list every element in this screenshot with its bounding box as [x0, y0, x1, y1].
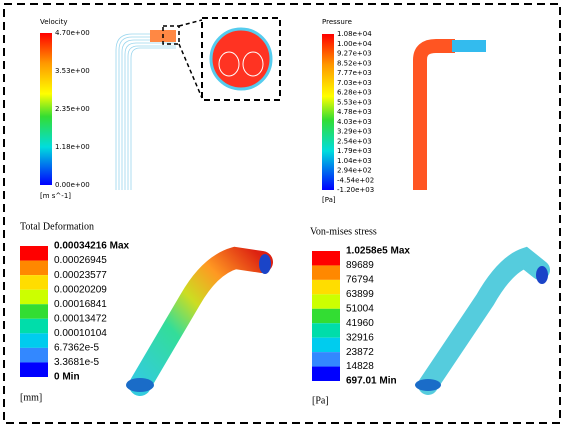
- legend-label: 8.52e+03: [337, 59, 372, 67]
- pipe-end: [415, 379, 441, 391]
- unit-label: [mm]: [20, 392, 42, 403]
- legend-label: 32916: [346, 332, 374, 343]
- color-bar: [40, 33, 52, 185]
- legend-label: 2.35e+00: [55, 105, 90, 113]
- legend-label: 2.94e+02: [337, 167, 372, 175]
- legend-label: 0.00023577: [54, 270, 107, 281]
- legend-label: -1.20e+03: [337, 186, 374, 194]
- color-step: [312, 323, 340, 338]
- legend-label: 1.08e+04: [337, 30, 372, 38]
- legend-label: 0 Min: [54, 372, 80, 383]
- legend-label: 1.0258e5 Max: [346, 246, 410, 257]
- color-step: [20, 318, 48, 334]
- legend-label: 51004: [346, 303, 374, 314]
- legend-title: Von-mises stress: [310, 226, 377, 237]
- color-step: [312, 308, 340, 324]
- legend-label: 89689: [346, 260, 374, 271]
- legend-label: 0.00026945: [54, 255, 107, 266]
- color-step: [20, 304, 48, 319]
- legend-title: Total Deformation: [20, 221, 94, 232]
- deformation-pipe: [129, 246, 273, 396]
- legend-label: 63899: [346, 289, 374, 300]
- legend-label: 4.78e+03: [337, 108, 372, 116]
- color-bar: [322, 34, 334, 190]
- legend-label: 23872: [346, 347, 374, 358]
- legend-label: 3.3681e-5: [54, 357, 99, 368]
- legend-label: -4.54e+02: [337, 176, 374, 184]
- color-step: [312, 279, 340, 295]
- zoom-source: [162, 25, 180, 45]
- legend-title: Velocity: [40, 18, 67, 26]
- zoom-section: [211, 29, 271, 89]
- legend-label: 76794: [346, 275, 374, 286]
- color-step: [20, 260, 48, 276]
- legend-label: 14828: [346, 361, 374, 372]
- color-step: [20, 289, 48, 305]
- color-step: [312, 352, 340, 367]
- zoom-line: [178, 19, 203, 27]
- legend-label: 0.00020209: [54, 284, 107, 295]
- legend-title: Pressure: [322, 18, 352, 26]
- pipe-end: [259, 254, 271, 274]
- legend-label: 4.70e+00: [55, 29, 90, 37]
- pressure-pipe: [413, 39, 455, 190]
- legend-label: 41960: [346, 318, 374, 329]
- pressure-outlet: [452, 40, 486, 52]
- stress-pipe: [418, 246, 550, 395]
- color-step: [312, 251, 340, 266]
- legend-label: 6.7362e-5: [54, 343, 99, 354]
- zoom-line: [178, 43, 203, 99]
- streamline-pipe: [115, 33, 176, 190]
- legend-label: 0.00034216 Max: [54, 241, 130, 252]
- legend-label: 0.00016841: [54, 299, 107, 310]
- dashed-border: [3, 3, 561, 424]
- color-step: [20, 275, 48, 290]
- vortex: [218, 51, 240, 77]
- legend-label: 2.54e+03: [337, 137, 372, 145]
- legend-label: 9.27e+03: [337, 50, 372, 58]
- legend-label: 0.00013472: [54, 313, 107, 324]
- legend-label: 1.18e+00: [55, 143, 90, 151]
- legend-label: 5.53e+03: [337, 98, 372, 106]
- color-step: [20, 362, 48, 377]
- unit-label: [m s^-1]: [40, 192, 71, 200]
- color-step: [20, 246, 48, 261]
- legend-label: 7.03e+03: [337, 79, 372, 87]
- legend-label: 1.79e+03: [337, 147, 372, 155]
- legend-label: 7.77e+03: [337, 69, 372, 77]
- legend-label: 3.29e+03: [337, 128, 372, 136]
- color-step: [312, 337, 340, 353]
- unit-label: [Pa]: [322, 196, 336, 204]
- legend-label: 1.04e+03: [337, 157, 372, 165]
- color-step: [312, 265, 340, 280]
- legend-label: 1.00e+04: [337, 40, 372, 48]
- zoom-rim: [209, 27, 273, 91]
- color-step: [312, 366, 340, 381]
- vortex: [242, 51, 264, 77]
- color-step: [312, 294, 340, 309]
- unit-label: [Pa]: [312, 395, 329, 406]
- color-step: [20, 333, 48, 348]
- pipe-end: [536, 266, 548, 284]
- legend-label: 3.53e+00: [55, 67, 90, 75]
- legend-label: 0.00e+00: [55, 181, 90, 189]
- legend-label: 697.01 Min: [346, 376, 397, 387]
- pipe-end: [126, 378, 154, 392]
- legend-label: 0.00010104: [54, 328, 107, 339]
- legend-label: 4.03e+03: [337, 118, 372, 126]
- color-step: [20, 347, 48, 363]
- legend-label: 6.28e+03: [337, 89, 372, 97]
